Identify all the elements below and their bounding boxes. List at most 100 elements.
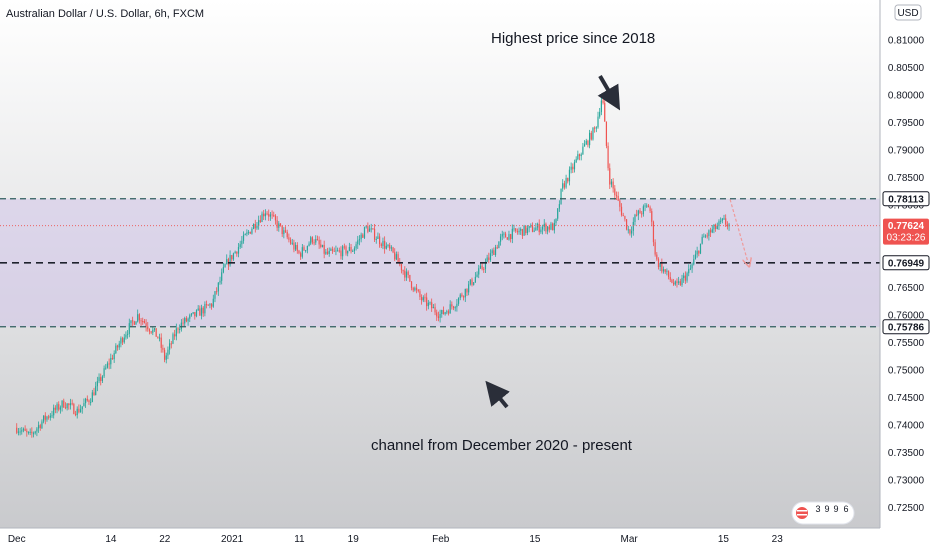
candle-body <box>530 225 532 227</box>
candle-body <box>352 250 354 252</box>
annotation-highest-price[interactable]: Highest price since 2018 <box>491 30 655 47</box>
candle-body <box>647 205 650 208</box>
annotation-channel[interactable]: channel from December 2020 - present <box>371 437 633 454</box>
candle-body <box>113 353 115 360</box>
candle-body <box>308 243 310 246</box>
price-tick-label: 0.80000 <box>888 91 925 102</box>
candle-body <box>548 226 550 230</box>
candle-body <box>31 431 33 434</box>
candle-body <box>362 234 364 238</box>
candle-body <box>499 236 502 242</box>
candle-body <box>16 427 18 433</box>
candle-body <box>469 279 471 285</box>
candle-body <box>190 313 193 316</box>
candle-body <box>204 304 206 314</box>
candle-body <box>568 169 571 182</box>
candle-body <box>720 220 722 222</box>
candle-body <box>541 226 544 230</box>
candle-body <box>301 247 303 257</box>
candle-body <box>143 321 146 324</box>
candle-body <box>264 213 266 217</box>
events-widget[interactable]: 3 9 9 6 <box>791 501 855 525</box>
candle-body <box>133 321 135 325</box>
candle-body <box>409 274 411 282</box>
time-tick-label: 15 <box>529 534 541 545</box>
candle-body <box>479 265 482 269</box>
candle-body <box>174 334 176 337</box>
candle-body <box>261 213 263 222</box>
candle-body <box>306 245 308 251</box>
candle-body <box>656 254 658 260</box>
candle-body <box>224 264 226 268</box>
candle-body <box>121 338 124 343</box>
candle-body <box>493 250 495 255</box>
candle-body <box>172 334 174 344</box>
down-arrow-icon[interactable] <box>597 74 621 111</box>
candle-body <box>708 230 710 237</box>
candle-body <box>214 291 216 299</box>
candle-body <box>21 430 23 432</box>
candle-body <box>609 168 611 185</box>
candle-body <box>582 146 584 155</box>
candle-body <box>353 248 356 251</box>
candle-body <box>483 268 485 270</box>
currency-badge[interactable] <box>894 4 922 21</box>
candle-body <box>212 298 214 307</box>
time-tick-label: 14 <box>105 534 117 545</box>
candle-body <box>721 218 723 221</box>
candle-body <box>473 282 475 285</box>
candle-body <box>281 225 283 235</box>
price-axis[interactable] <box>880 0 932 550</box>
candle-body <box>152 329 154 333</box>
upper-price-tag-label: 0.78113 <box>888 194 924 205</box>
candle-body <box>570 166 572 170</box>
candle-body <box>17 431 20 433</box>
candle-body <box>63 400 65 408</box>
price-tick-label: 0.76000 <box>888 311 925 322</box>
candle-body <box>142 321 144 323</box>
candle-body <box>123 337 125 343</box>
candle-body <box>200 307 203 316</box>
candle-body <box>709 230 712 233</box>
candle-body <box>197 308 199 311</box>
projection-arrow[interactable] <box>729 199 748 263</box>
time-axis[interactable] <box>0 528 880 550</box>
candle-body <box>132 320 134 322</box>
candle-body <box>242 234 245 241</box>
candle-body <box>622 215 624 217</box>
time-tick-label: 15 <box>718 534 730 545</box>
candle-body <box>466 288 468 293</box>
candle-body <box>289 239 292 244</box>
candle-body <box>135 321 137 325</box>
candle-body <box>318 240 320 245</box>
candle-body <box>503 233 505 235</box>
candle-body <box>340 250 342 257</box>
candle-body <box>547 226 549 232</box>
candle-body <box>169 343 171 350</box>
candle-body <box>636 214 638 216</box>
candle-body <box>120 338 122 344</box>
candle-body <box>651 211 653 222</box>
candle-body <box>585 140 587 145</box>
candle-body <box>85 398 87 404</box>
candle-body <box>520 229 522 231</box>
candle-body <box>101 376 104 381</box>
candle-body <box>634 214 636 222</box>
candle-body <box>247 231 250 233</box>
candle-body <box>100 377 102 381</box>
price-tick-label: 0.73000 <box>888 476 925 487</box>
candle-body <box>24 428 26 431</box>
up-arrow-icon[interactable] <box>485 380 510 409</box>
candle-body <box>506 237 508 240</box>
candle-body <box>365 226 367 228</box>
candle-body <box>694 254 697 260</box>
candle-body <box>723 218 725 220</box>
price-tick-label: 0.73500 <box>888 448 925 459</box>
candle-body <box>298 250 300 254</box>
candle-body <box>226 259 228 265</box>
lower-price-tag-label: 0.75786 <box>888 322 925 333</box>
candle-body <box>432 307 434 309</box>
candle-body <box>273 215 275 217</box>
candle-body <box>567 178 569 182</box>
